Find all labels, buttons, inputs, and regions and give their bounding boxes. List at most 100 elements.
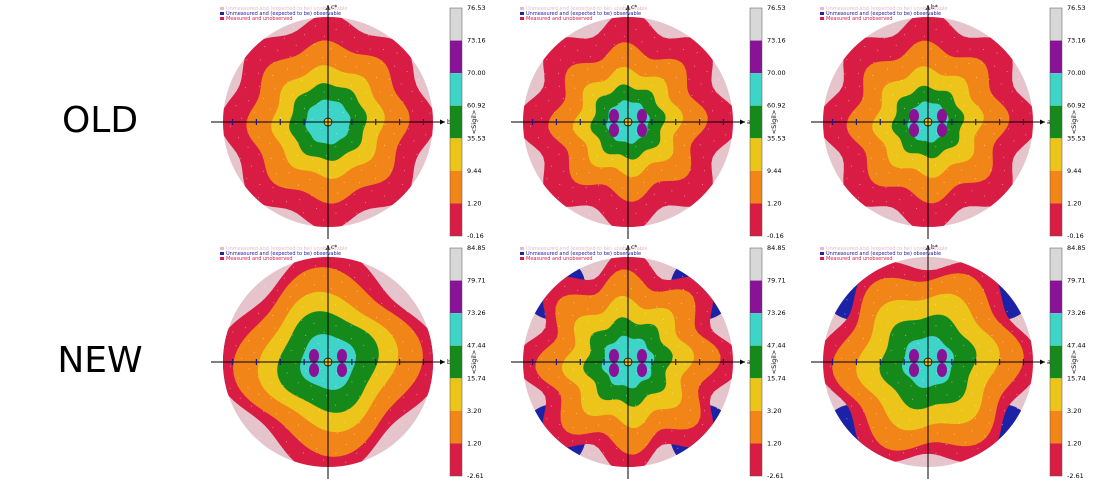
legend-item: Unmeasured and (expected to be) observab… (526, 11, 641, 17)
colorbar-segment (1050, 443, 1062, 476)
colorbar-title: <Sigil> (470, 350, 478, 375)
colorbar-segment (450, 345, 462, 379)
legend-item: Unmeasured and (expected to be) observab… (526, 251, 641, 257)
legend-item: Unmeasured and (expected to be) unobserv… (526, 246, 647, 252)
colorbar-tick-label: 9.44 (1067, 167, 1081, 175)
colorbar-segment (1050, 248, 1062, 281)
colorbar-tick-label: 73.26 (1067, 309, 1086, 317)
colorbar-tick-label: 1.20 (1067, 439, 1081, 447)
colorbar-tick-label: 47.44 (767, 342, 786, 350)
colorbar-segment (750, 8, 762, 41)
colorbar-tick-label: 15.74 (467, 374, 486, 382)
legend-swatch (220, 12, 224, 15)
colorbar-tick-label: 9.44 (467, 167, 481, 175)
peak-region (637, 363, 647, 377)
colorbar-segment (450, 248, 462, 281)
top-axis-label: c* (631, 4, 637, 11)
peak-region (337, 349, 347, 363)
colorbar-segment (750, 40, 762, 74)
top-axis-label: c* (331, 244, 337, 251)
legend-item: Unmeasured and (expected to be) observab… (826, 11, 941, 17)
colorbar-tick-label: 35.53 (767, 134, 786, 142)
legend-swatch (820, 17, 824, 20)
legend-swatch (220, 257, 224, 260)
colorbar-segment (750, 443, 762, 476)
colorbar-segment (1050, 73, 1062, 106)
colorbar-tick-label: 1.20 (767, 199, 781, 207)
colorbar-segment (750, 248, 762, 281)
colorbar-tick-label: 3.20 (1067, 407, 1081, 415)
legend-item: Measured and unobserved (226, 256, 293, 262)
colorbar-tick-label: 70.00 (1067, 69, 1086, 77)
colorbar-segment (450, 313, 462, 346)
top-axis-label: c* (631, 244, 637, 251)
peak-region (309, 363, 319, 377)
legend-swatch (520, 12, 524, 15)
peak-region (909, 363, 919, 377)
colorbar-segment (450, 443, 462, 476)
colorbar-segment (450, 410, 462, 444)
colorbar-segment (750, 73, 762, 106)
peak-region (909, 109, 919, 123)
colorbar-title: <Sigil> (770, 350, 778, 375)
colorbar-tick-label: 35.53 (1067, 134, 1086, 142)
colorbar-tick-label: 1.20 (767, 439, 781, 447)
colorbar-tick-label: 84.85 (467, 244, 486, 252)
colorbar-segment (450, 73, 462, 106)
peak-region (637, 109, 647, 123)
colorbar-tick-label: 15.74 (767, 374, 786, 382)
colorbar-tick-label: 1.20 (467, 439, 481, 447)
colorbar-tick-label: 84.85 (767, 244, 786, 252)
peak-region (337, 363, 347, 377)
peak-region (609, 363, 619, 377)
row-label-old: OLD (61, 100, 139, 141)
legend-item: Unmeasured and (expected to be) observab… (226, 251, 341, 257)
colorbar-segment (1050, 203, 1062, 236)
colorbar-segment (450, 378, 462, 411)
legend-swatch (820, 247, 824, 250)
colorbar-tick-label: 73.16 (767, 37, 786, 45)
colorbar-tick-label: 73.26 (767, 309, 786, 317)
colorbar-tick-label: 76.53 (467, 4, 486, 12)
panel-new-1: c*b*Unmeasured and (expected to be) unob… (205, 242, 505, 482)
peak-region (937, 123, 947, 137)
top-axis-label: b* (931, 244, 938, 251)
peak-region (937, 363, 947, 377)
colorbar-segment (1050, 410, 1062, 444)
colorbar-tick-label: 1.20 (1067, 199, 1081, 207)
colorbar-segment (1050, 280, 1062, 314)
colorbar-segment (450, 40, 462, 74)
panel-old-2: c*a*Unmeasured and (expected to be) unob… (505, 2, 805, 242)
colorbar-tick-label: 73.16 (1067, 37, 1086, 45)
colorbar-tick-label: -0.16 (467, 232, 484, 240)
colorbar-tick-label: 15.74 (1067, 374, 1086, 382)
colorbar-tick-label: 70.00 (467, 69, 486, 77)
colorbar-tick-label: 3.20 (467, 407, 481, 415)
colorbar-title: <Sigil> (770, 110, 778, 135)
colorbar-tick-label: -2.61 (467, 472, 484, 480)
colorbar-segment (750, 138, 762, 171)
colorbar-segment (750, 378, 762, 411)
colorbar-tick-label: -0.16 (767, 232, 784, 240)
colorbar-tick-label: -2.61 (1067, 472, 1084, 480)
top-axis-label: b* (931, 4, 938, 11)
colorbar-title: <Sigil> (1070, 350, 1078, 375)
legend-item: Measured and unobserved (226, 16, 293, 22)
peak-region (609, 349, 619, 363)
peak-region (609, 109, 619, 123)
colorbar-tick-label: 79.71 (467, 277, 486, 285)
colorbar-segment (450, 105, 462, 139)
top-axis-label: c* (331, 4, 337, 11)
legend-item: Unmeasured and (expected to be) observab… (226, 11, 341, 17)
legend-swatch (220, 7, 224, 10)
legend-item: Measured and unobserved (826, 16, 893, 22)
panel-old-3: b*a*Unmeasured and (expected to be) unob… (805, 2, 1105, 242)
colorbar-tick-label: 76.53 (1067, 4, 1086, 12)
colorbar-segment (450, 138, 462, 171)
legend-swatch (520, 247, 524, 250)
colorbar-tick-label: -2.61 (767, 472, 784, 480)
peak-region (937, 109, 947, 123)
colorbar-tick-label: 47.44 (1067, 342, 1086, 350)
colorbar-title: <Sigil> (470, 110, 478, 135)
colorbar-segment (1050, 170, 1062, 204)
